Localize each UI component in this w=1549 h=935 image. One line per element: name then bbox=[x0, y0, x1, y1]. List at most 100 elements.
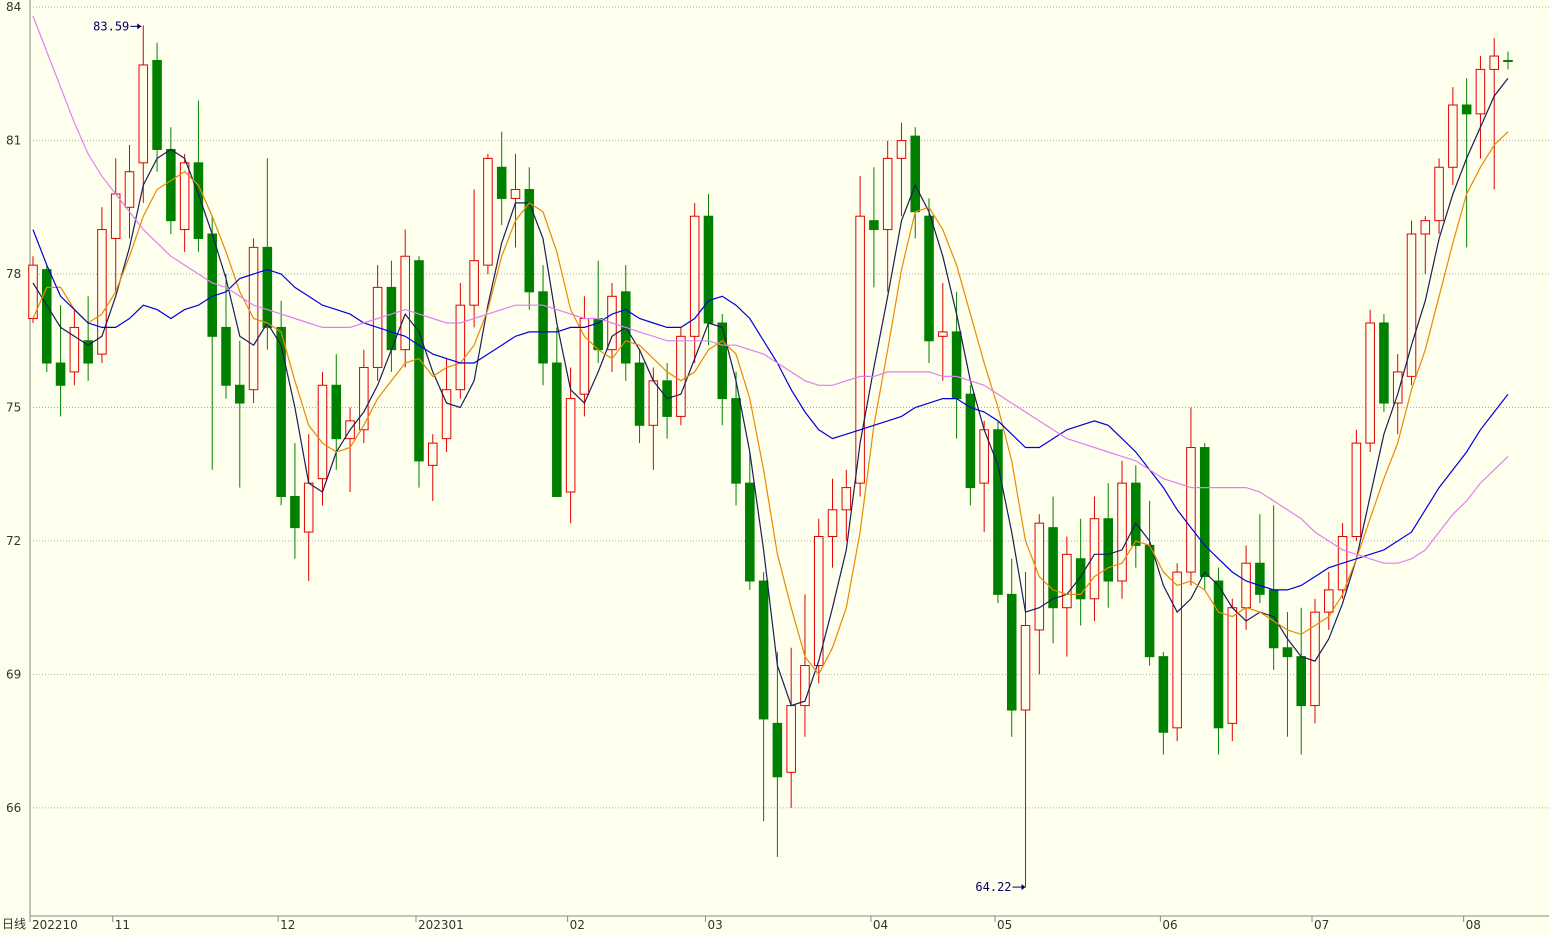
candle-body bbox=[703, 215, 714, 324]
candle-body bbox=[179, 162, 190, 231]
candle-body bbox=[565, 398, 576, 493]
candle-body bbox=[924, 215, 934, 342]
high-annotation: 83.59 bbox=[93, 19, 129, 33]
candle-body bbox=[317, 384, 328, 480]
candle-body bbox=[717, 322, 728, 400]
candle-body bbox=[331, 384, 342, 440]
candle-body bbox=[1406, 233, 1417, 377]
candle-body bbox=[1503, 60, 1513, 63]
candle-body bbox=[1282, 647, 1293, 658]
candle-body bbox=[1227, 607, 1238, 724]
candle-body bbox=[1158, 656, 1169, 733]
candle-body bbox=[221, 326, 231, 386]
candle-body bbox=[1310, 611, 1320, 707]
candle-body bbox=[731, 398, 741, 484]
candle-body bbox=[469, 260, 479, 306]
candle-body bbox=[1351, 442, 1362, 538]
x-tick-label: 08 bbox=[1466, 918, 1481, 932]
candle-body bbox=[1241, 562, 1251, 609]
candle-body bbox=[745, 482, 755, 582]
candle-body bbox=[1020, 624, 1031, 711]
y-tick-label: 81 bbox=[6, 134, 21, 148]
candle-body bbox=[1420, 220, 1431, 235]
candle-body bbox=[1103, 518, 1114, 582]
candle-body bbox=[152, 60, 162, 150]
candle-body bbox=[83, 340, 93, 364]
candle-body bbox=[441, 389, 452, 440]
candle-body bbox=[55, 362, 66, 386]
candle-body bbox=[1075, 558, 1086, 600]
candle-body bbox=[882, 157, 893, 231]
candle-body bbox=[813, 536, 824, 667]
candle-body bbox=[1131, 482, 1141, 546]
x-tick-label: 202210 bbox=[32, 918, 78, 932]
x-tick-label: 02 bbox=[570, 918, 585, 932]
candle-body bbox=[207, 233, 217, 337]
candle-body bbox=[896, 140, 907, 159]
candle-body bbox=[138, 64, 149, 164]
y-tick-label: 69 bbox=[6, 667, 21, 681]
x-tick-label: 07 bbox=[1314, 918, 1329, 932]
candle-body bbox=[758, 580, 769, 720]
candle-body bbox=[1448, 104, 1458, 168]
candle-body bbox=[1379, 322, 1389, 404]
annotation-arrowhead bbox=[1021, 884, 1026, 891]
x-tick-label: 06 bbox=[1162, 918, 1177, 932]
candle-body bbox=[1199, 447, 1210, 578]
candle-body bbox=[166, 148, 176, 222]
candle-body bbox=[276, 326, 286, 497]
candle-body bbox=[290, 495, 300, 529]
candle-body bbox=[1365, 322, 1375, 444]
y-tick-label: 84 bbox=[6, 0, 21, 14]
candle-body bbox=[524, 189, 535, 293]
candle-body bbox=[993, 429, 1003, 595]
x-tick-label: 05 bbox=[997, 918, 1012, 932]
candle-body bbox=[965, 393, 976, 489]
candle-body bbox=[1089, 518, 1100, 600]
candle-body bbox=[400, 255, 410, 351]
candle-body bbox=[110, 193, 121, 239]
x-tick-label: 202301 bbox=[418, 918, 464, 932]
candle-body bbox=[841, 487, 852, 511]
candle-body bbox=[827, 509, 838, 538]
period-label: 日线 bbox=[2, 917, 26, 931]
candle-body bbox=[496, 166, 507, 199]
y-tick-label: 78 bbox=[6, 267, 21, 281]
candle-body bbox=[855, 215, 865, 484]
candle-body bbox=[303, 482, 314, 533]
y-tick-label: 66 bbox=[6, 801, 21, 815]
candle-body bbox=[538, 291, 548, 364]
candle-body bbox=[1117, 482, 1127, 582]
candle-body bbox=[1048, 527, 1058, 609]
candle-body bbox=[1461, 104, 1472, 115]
candle-body bbox=[1255, 562, 1265, 595]
candle-body bbox=[552, 362, 562, 497]
candle-body bbox=[510, 189, 521, 199]
moving-average-line bbox=[32, 229, 1509, 591]
candle-body bbox=[1186, 447, 1196, 573]
candle-body bbox=[1296, 656, 1306, 707]
candle-body bbox=[427, 442, 438, 466]
candle-body bbox=[786, 705, 796, 773]
moving-average-line bbox=[32, 77, 1509, 707]
candle-body bbox=[648, 380, 659, 426]
annotation-arrowhead bbox=[137, 23, 142, 30]
candle-body bbox=[124, 171, 135, 208]
candle-body bbox=[800, 665, 810, 707]
candle-body bbox=[772, 722, 783, 778]
candle-body bbox=[938, 331, 948, 337]
x-tick-label: 03 bbox=[707, 918, 722, 932]
candle-body bbox=[97, 229, 107, 355]
moving-average-line bbox=[32, 131, 1509, 676]
candle-body bbox=[414, 260, 424, 462]
candle-body bbox=[1172, 571, 1182, 729]
y-tick-label: 72 bbox=[6, 534, 21, 548]
candle-body bbox=[42, 269, 52, 364]
candle-body bbox=[193, 162, 204, 239]
candle-body bbox=[634, 362, 645, 426]
candle-body bbox=[483, 157, 493, 266]
candle-body bbox=[676, 335, 686, 417]
x-tick-label: 12 bbox=[280, 918, 295, 932]
